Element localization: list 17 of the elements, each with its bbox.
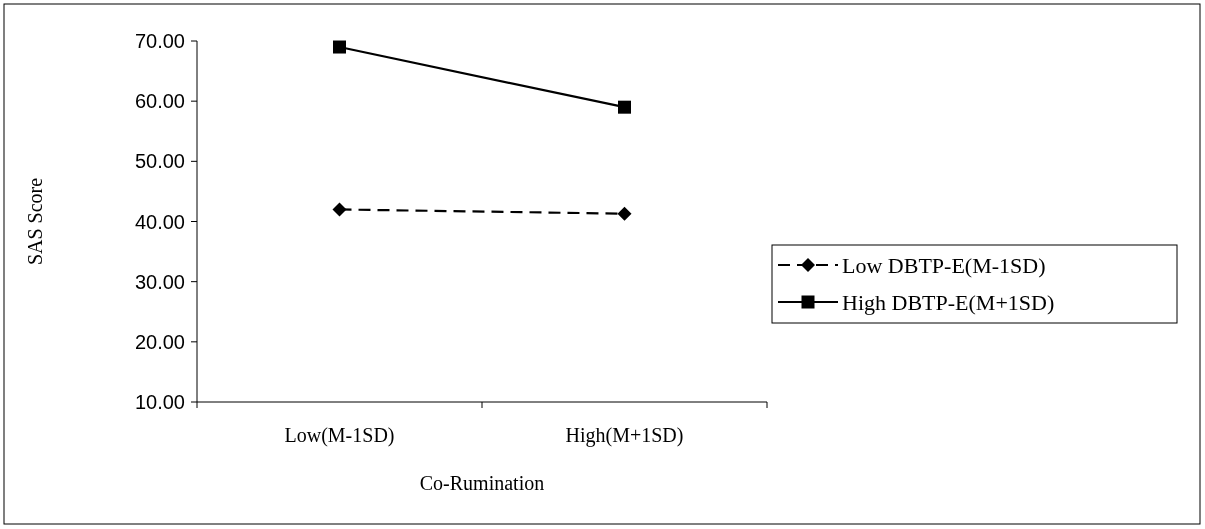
- y-tick-label: 10.00: [134, 391, 185, 413]
- y-tick-label: 70.00: [134, 30, 185, 52]
- x-tick-label: High(M+1SD): [565, 424, 684, 447]
- legend-label: Low DBTP-E(M-1SD): [842, 252, 1046, 278]
- point: [332, 202, 347, 217]
- x-axis-title: Co-Rumination: [419, 472, 545, 494]
- y-tick-label: 30.00: [134, 270, 185, 293]
- y-tick-label: 50.00: [134, 150, 185, 173]
- x-tick-label: Low(M-1SD): [284, 424, 395, 447]
- y-axis-title: SAS Score: [24, 177, 46, 266]
- legend-label: High DBTP-E(M+1SD): [842, 289, 1055, 315]
- y-tick-label: 20.00: [134, 330, 185, 353]
- point: [617, 206, 632, 221]
- point: [333, 40, 346, 54]
- y-tick-label: 60.00: [134, 90, 185, 113]
- y-tick-label: 40.00: [134, 210, 185, 233]
- point: [618, 100, 631, 114]
